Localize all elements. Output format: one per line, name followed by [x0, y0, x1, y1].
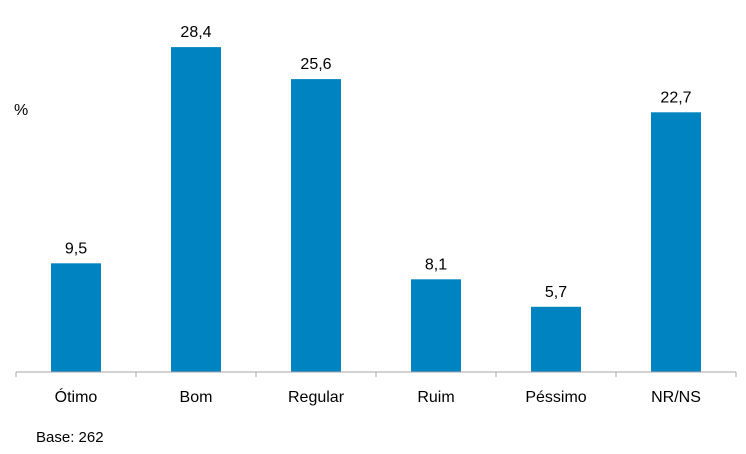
data-label: 22,7	[660, 89, 691, 106]
bar	[531, 306, 581, 372]
x-tick-label: Bom	[180, 389, 213, 406]
bar	[411, 279, 461, 372]
x-tick-labels-group: Ótimo Bom Regular Ruim Péssimo NR/NS	[55, 387, 701, 406]
bar	[651, 112, 701, 373]
data-label: 28,4	[180, 24, 211, 41]
x-tick-label: Ruim	[417, 389, 454, 406]
data-label: 8,1	[425, 256, 447, 273]
value-labels-group: 9,5 28,4 25,6 8,1 5,7 22,7	[65, 24, 692, 301]
x-axis	[15, 371, 737, 377]
bar	[291, 79, 341, 372]
data-label: 25,6	[300, 56, 331, 73]
y-axis-unit-label: %	[14, 102, 29, 119]
x-tick-label: NR/NS	[651, 389, 701, 406]
bar	[171, 47, 221, 372]
x-tick-label: Péssimo	[525, 389, 586, 406]
data-label: 5,7	[545, 284, 567, 301]
bars-group	[51, 47, 701, 373]
x-tick-label: Ótimo	[55, 387, 98, 406]
x-tick-label: Regular	[288, 389, 345, 406]
base-footnote: Base: 262	[36, 429, 104, 446]
data-label: 9,5	[65, 240, 87, 257]
bar	[51, 263, 101, 372]
